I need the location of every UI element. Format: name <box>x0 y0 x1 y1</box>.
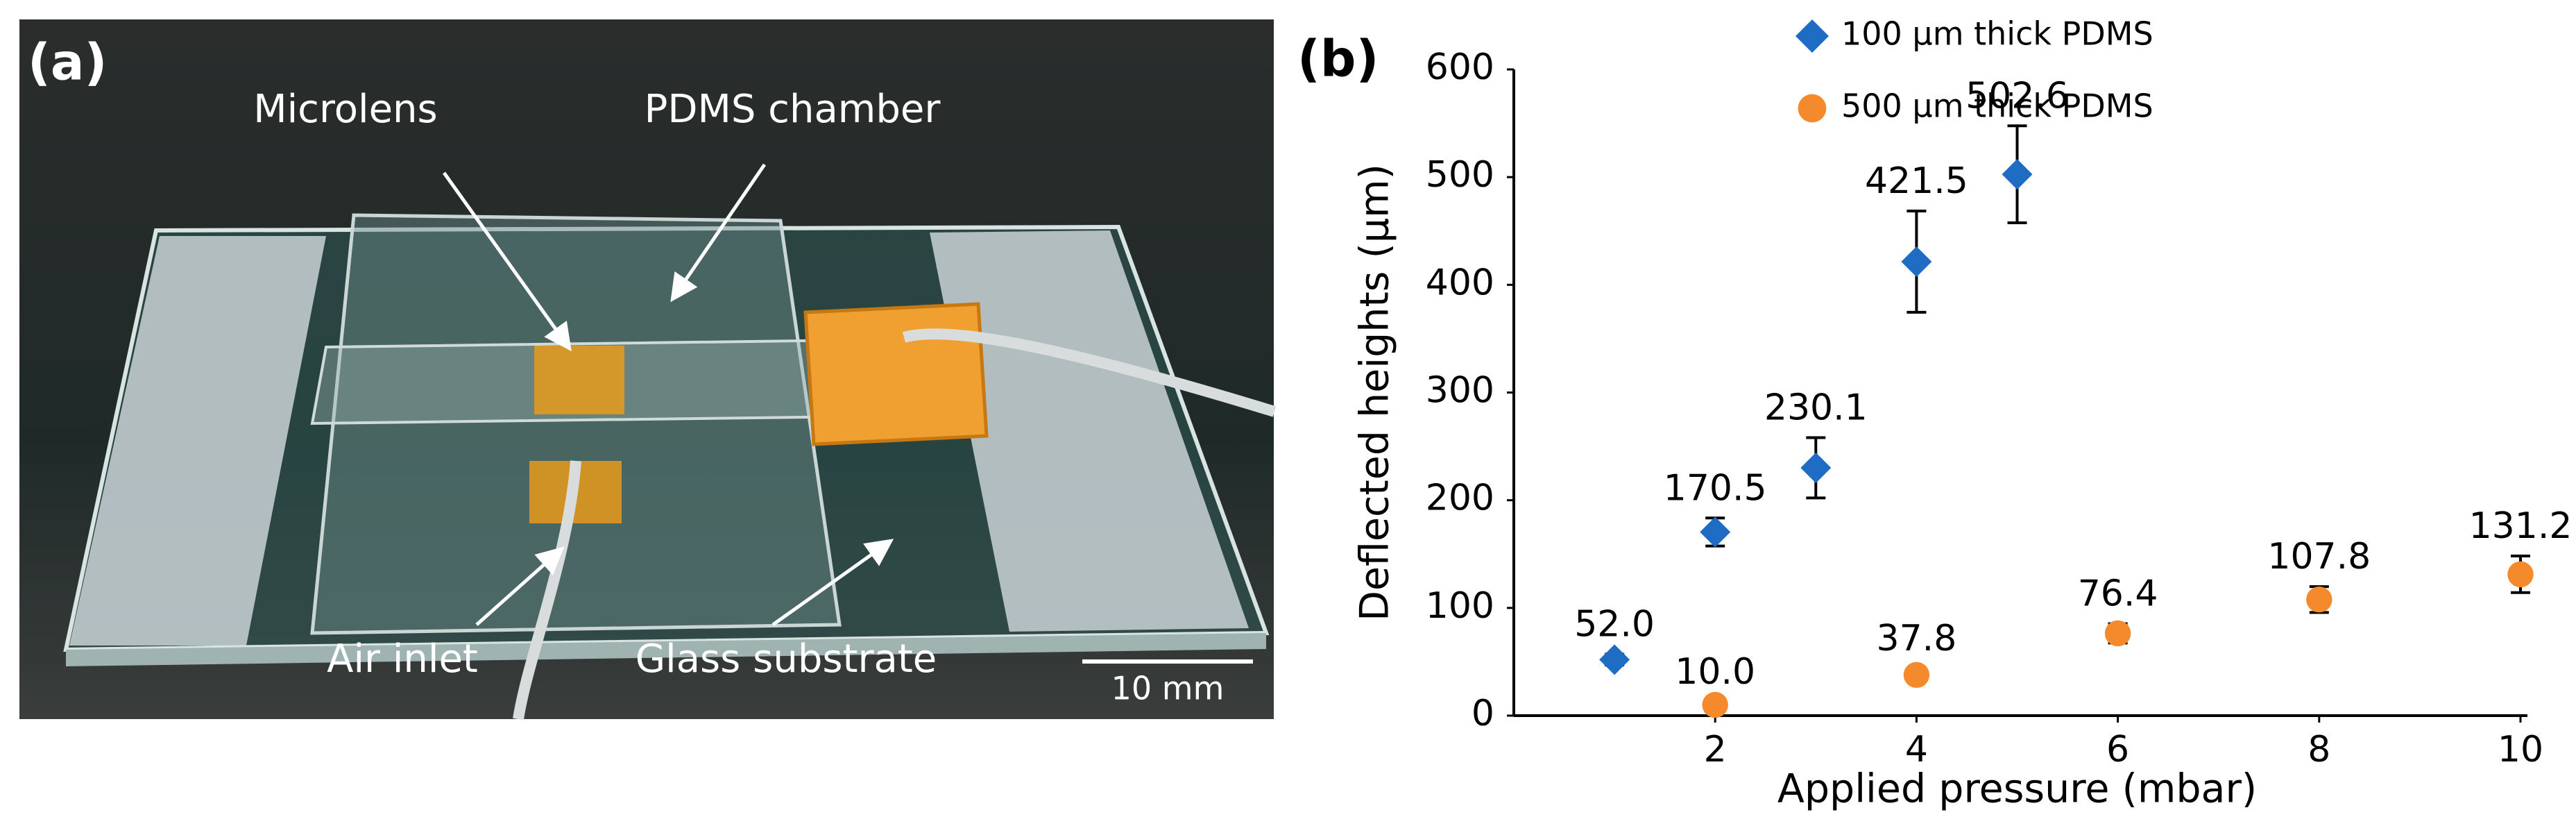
y-tick-label: 0 <box>1472 693 1494 734</box>
pdms-chamber <box>310 213 842 635</box>
slide-edge <box>66 633 1266 666</box>
legend-label: 500 μm thick PDMS <box>1841 87 2153 125</box>
y-axis-title: Deflected heights (μm) <box>1352 164 1398 621</box>
value-label: 230.1 <box>1764 387 1868 429</box>
tape <box>930 230 1249 632</box>
annotation: Air inlet <box>327 637 478 682</box>
tape <box>69 236 326 646</box>
point <box>1700 516 1731 548</box>
x-tick-label: 2 <box>1704 729 1727 770</box>
x-tick-label: 8 <box>2308 729 2330 770</box>
y-tick-label: 500 <box>1426 154 1494 196</box>
x-tick-label: 10 <box>2498 729 2543 770</box>
value-label: 502.6 <box>1965 75 2069 117</box>
panel-label: (a) <box>28 33 107 92</box>
value-label: 37.8 <box>1877 618 1957 659</box>
annotation: Glass substrate <box>636 637 937 682</box>
value-label: 52.0 <box>1574 604 1655 646</box>
point <box>1903 661 1930 689</box>
tube <box>902 328 1277 417</box>
point <box>2002 159 2033 190</box>
point <box>2306 587 2332 613</box>
legend-label: 100 μm thick PDMS <box>1841 15 2153 53</box>
point <box>1800 452 1832 483</box>
point <box>2104 620 2131 647</box>
value-label: 170.5 <box>1664 467 1767 509</box>
point <box>1702 691 1728 718</box>
orange-block <box>803 302 989 446</box>
point <box>1798 94 1827 123</box>
y-tick-label: 300 <box>1426 370 1494 412</box>
x-tick-label: 6 <box>2106 729 2129 770</box>
microlens-block <box>534 346 624 414</box>
y-tick-label: 400 <box>1426 262 1494 303</box>
value-label: 10.0 <box>1675 651 1755 693</box>
arrows <box>442 163 894 627</box>
tube <box>513 460 581 720</box>
chart: (b) 0 100 200 300 400 500 600 2 4 6 8 10 Applied pre… <box>1297 15 2572 812</box>
point <box>2507 561 2534 588</box>
annotation: Microlens <box>253 87 437 132</box>
photo: (a) Microlens PDMS chamber Air inlet Gla… <box>19 19 1277 720</box>
x-tick-label: 4 <box>1905 729 1928 770</box>
panel-label: (b) <box>1297 30 1379 88</box>
scale-label: 10 mm <box>1111 670 1225 707</box>
value-label: 107.8 <box>2267 536 2371 578</box>
x-axis-title: Applied pressure (mbar) <box>1777 766 2257 812</box>
value-label: 131.2 <box>2469 505 2573 547</box>
value-label: 421.5 <box>1865 160 1968 202</box>
y-tick-label: 100 <box>1426 585 1494 627</box>
value-label: 76.4 <box>2078 573 2158 614</box>
annotation: PDMS chamber <box>645 87 941 132</box>
point <box>1901 246 1932 277</box>
y-tick-label: 600 <box>1426 47 1494 88</box>
point <box>1599 644 1630 675</box>
point <box>1795 19 1829 53</box>
y-tick-label: 200 <box>1426 478 1494 519</box>
